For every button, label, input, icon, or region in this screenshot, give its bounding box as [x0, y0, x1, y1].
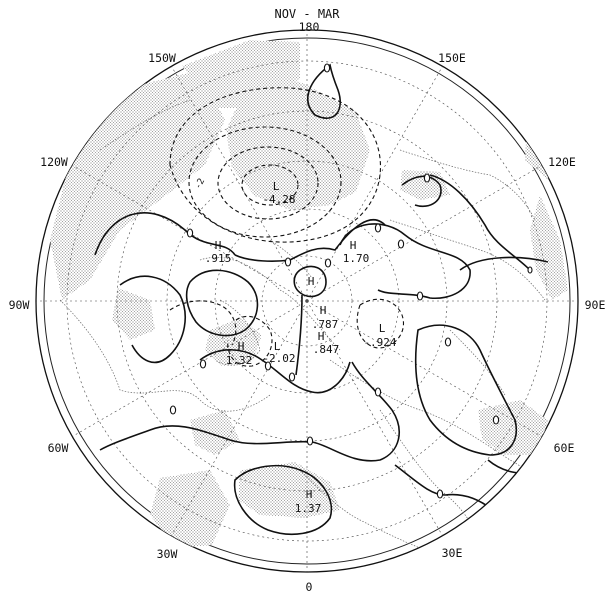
lon-label-90e: 90E	[585, 298, 606, 312]
center-value: -4.28	[262, 193, 295, 206]
lon-label-150w: 150W	[148, 51, 176, 65]
lon-label-180: 180	[299, 20, 320, 34]
lon-label-150e: 150E	[438, 51, 466, 65]
contour-label-minus-two: -2	[193, 177, 207, 191]
center-low-north-pacific: L -4.28	[262, 180, 295, 206]
center-value: .847	[313, 343, 340, 356]
lon-label-30e: 30E	[442, 546, 463, 560]
lon-label-90w: 90W	[9, 298, 30, 312]
center-type: H	[238, 340, 245, 353]
center-type: L	[379, 322, 386, 335]
map-inner-border	[43, 37, 571, 565]
lon-label-120e: 120E	[548, 155, 576, 169]
center-type: H	[318, 330, 325, 343]
center-low-iceland: L -2.02	[262, 340, 295, 365]
lon-label-120w: 120W	[40, 155, 68, 169]
center-type: H	[306, 488, 313, 501]
center-value: 1.32	[226, 354, 253, 367]
lon-label-60e: 60E	[554, 441, 575, 455]
center-high-scandinavia: H .847	[313, 330, 340, 356]
center-type: H	[320, 304, 327, 317]
center-value: .787	[312, 318, 339, 331]
center-type: H	[215, 239, 222, 252]
lon-label-0: 0	[306, 580, 313, 594]
zero-contour-markers	[169, 63, 533, 499]
center-high-pole: H	[308, 275, 315, 288]
lon-label-30w: 30W	[157, 547, 178, 561]
center-type: L	[273, 180, 280, 193]
center-high-atlantic: H 1.37	[295, 488, 322, 515]
center-value: .915	[205, 252, 232, 265]
center-type: H	[350, 239, 357, 252]
stippled-regions	[50, 40, 568, 548]
center-high-arctic: H .787	[312, 304, 339, 331]
center-low-urals: L -.924	[363, 322, 396, 349]
longitude-labels: 180 150E 120E 90E 60E 30E 0 30W 60W 90W …	[9, 20, 606, 594]
center-value: -2.02	[262, 352, 295, 365]
center-high-siberia: H 1.70	[343, 239, 370, 265]
lon-label-60w: 60W	[48, 441, 69, 455]
negative-contours	[169, 87, 404, 367]
center-type: L	[274, 340, 281, 353]
center-value: -.924	[363, 336, 396, 349]
center-type: H	[308, 275, 315, 288]
pressure-centers: L -4.28 H .915 H 1.70 H H .787 H .847 L …	[205, 180, 397, 515]
center-high-east-pacific: H .915	[205, 239, 232, 265]
map-title: NOV - MAR	[274, 7, 340, 21]
center-value: 1.37	[295, 502, 322, 515]
center-high-greenland: H 1.32	[226, 340, 253, 367]
center-value: 1.70	[343, 252, 370, 265]
